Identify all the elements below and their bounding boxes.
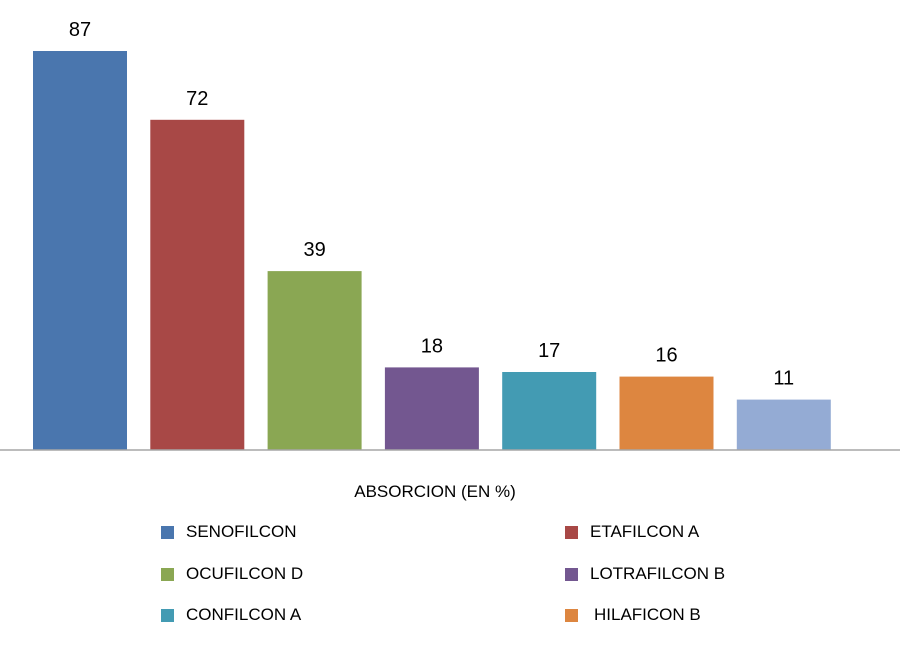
- bar-1: [33, 51, 127, 450]
- bar-2: [150, 119, 245, 451]
- value-label-2: 72: [186, 88, 208, 110]
- value-label-7: 11: [773, 368, 794, 390]
- bar-4: [384, 367, 479, 450]
- value-label-4: 18: [421, 335, 443, 357]
- bar-5: [502, 372, 597, 450]
- value-label-5: 17: [538, 340, 560, 362]
- bar-7: [736, 399, 831, 450]
- bars-group: [33, 51, 831, 451]
- bar-3: [267, 271, 362, 450]
- value-labels-group: 87 72 39 18 17 16 11: [69, 19, 794, 390]
- value-label-6: 16: [655, 345, 677, 367]
- x-axis-title: ABSORCION (EN %): [354, 482, 516, 501]
- value-label-1: 87: [69, 19, 91, 41]
- value-label-3: 39: [303, 239, 325, 261]
- bar-6: [619, 376, 714, 450]
